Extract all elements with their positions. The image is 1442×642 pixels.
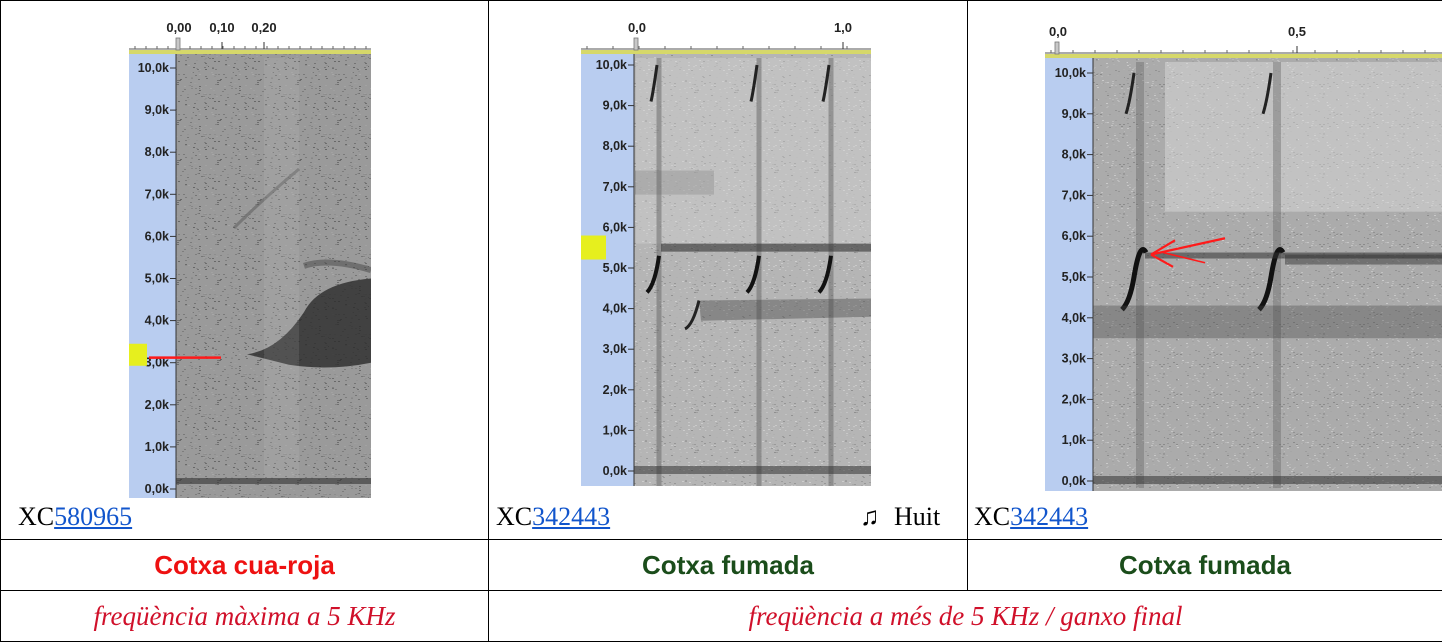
xc-link[interactable]: 342443 bbox=[1010, 502, 1089, 531]
xc-reference-3: XC342443 bbox=[974, 502, 1088, 532]
audio-label: Huit bbox=[894, 502, 941, 531]
audio-link[interactable]: ♫ Huit bbox=[860, 502, 940, 532]
species-name-cell-3: Cotxa fumada bbox=[967, 539, 1442, 591]
freq-tick-label: 10,0k bbox=[596, 58, 627, 72]
spectrogram-3: 0,0 0,5 10,0k 9,0k 8,0k 7,0k 6,0k 5,0k 4,0k 3,0k 2… bbox=[1045, 18, 1442, 491]
freq-tick-label: 7,0k bbox=[145, 187, 169, 201]
call-trace bbox=[247, 278, 371, 368]
species-name: Cotxa fumada bbox=[1119, 549, 1291, 580]
call-hook bbox=[1257, 246, 1286, 312]
time-tick-label: 1,0 bbox=[834, 20, 852, 35]
xc-prefix: XC bbox=[18, 502, 55, 531]
spectrogram-plot bbox=[1093, 58, 1442, 491]
spectrogram-cell-3: 0,0 0,5 10,0k 9,0k 8,0k 7,0k 6,0k 5,0k 4,0k 3,0k 2… bbox=[967, 0, 1442, 540]
xc-reference-1: XC580965 bbox=[18, 502, 132, 532]
freq-tick-label: 2,0k bbox=[145, 398, 169, 412]
freq-tick-label: 9,0k bbox=[145, 103, 169, 117]
xc-prefix: XC bbox=[974, 502, 1011, 531]
freq-tick-label: 5,0k bbox=[145, 272, 169, 286]
freq-tick-label: 10,0k bbox=[138, 61, 169, 75]
freq-tick-label: 5,0k bbox=[603, 261, 627, 275]
frequency-axis bbox=[129, 54, 176, 498]
time-ruler bbox=[581, 18, 871, 54]
spectrogram-cell-2: 0,0 1,0 10,0k 9,0k 8,0k 7,0k 6,0k 5,0k 4,0k 3,0k 2… bbox=[488, 0, 968, 540]
freq-tick-label: 8,0k bbox=[1062, 148, 1086, 162]
time-ruler bbox=[1045, 18, 1442, 58]
freq-tick-label: 3,0k bbox=[603, 342, 627, 356]
freq-tick-label: 8,0k bbox=[603, 139, 627, 153]
note-cell-left: freqüència màxima a 5 KHz bbox=[0, 590, 489, 642]
freq-tick-label: 6,0k bbox=[1062, 229, 1086, 243]
xc-prefix: XC bbox=[496, 502, 533, 531]
freq-tick-label: 7,0k bbox=[1062, 188, 1086, 202]
xc-reference-2: XC342443 bbox=[496, 502, 610, 532]
note-cell-right: freqüència a més de 5 KHz / ganxo final bbox=[488, 590, 1442, 642]
freq-tick-label: 4,0k bbox=[145, 314, 169, 328]
freq-tick-label: 2,0k bbox=[1062, 392, 1086, 406]
freq-tick-label: 10,0k bbox=[1055, 66, 1086, 80]
freq-tick-label: 4,0k bbox=[603, 302, 627, 316]
frequency-highlight bbox=[581, 235, 606, 260]
freq-tick-label: 7,0k bbox=[603, 180, 627, 194]
species-name-cell-1: Cotxa cua-roja bbox=[0, 539, 489, 591]
freq-tick-label: 1,0k bbox=[1062, 433, 1086, 447]
spectrogram-2: 0,0 1,0 10,0k 9,0k 8,0k 7,0k 6,0k 5,0k 4,0k 3,0k 2… bbox=[581, 18, 871, 486]
spectrogram-cell-1: 0,00 0,10 0,20 10,0k 9,0k 8,0k 7,0k 6,0k 5,0k 4,0… bbox=[0, 0, 489, 540]
call-hook bbox=[1120, 246, 1149, 312]
freq-tick-label: 9,0k bbox=[1062, 107, 1086, 121]
freq-tick-label: 3,0k bbox=[145, 356, 169, 370]
freq-tick-label: 6,0k bbox=[603, 220, 627, 234]
time-tick-label: 0,10 bbox=[209, 20, 234, 35]
freq-tick-label: 1,0k bbox=[603, 423, 627, 437]
spectrogram-1: 0,00 0,10 0,20 10,0k 9,0k 8,0k 7,0k 6,0k 5,0k 4,0… bbox=[129, 18, 371, 498]
freq-tick-label: 3,0k bbox=[1062, 352, 1086, 366]
freq-tick-label: 1,0k bbox=[145, 440, 169, 454]
freq-tick-label: 2,0k bbox=[603, 383, 627, 397]
call-hook bbox=[745, 255, 761, 294]
time-tick-label: 0,0 bbox=[628, 20, 646, 35]
species-name-cell-2: Cotxa fumada bbox=[488, 539, 968, 591]
call-hook bbox=[645, 255, 661, 294]
note-text: freqüència a més de 5 KHz / ganxo final bbox=[748, 600, 1183, 631]
freq-tick-label: 4,0k bbox=[1062, 311, 1086, 325]
time-tick-label: 0,0 bbox=[1049, 24, 1067, 39]
species-name: Cotxa cua-roja bbox=[154, 549, 335, 580]
music-note-icon: ♫ bbox=[860, 502, 880, 531]
freq-tick-label: 9,0k bbox=[603, 99, 627, 113]
frequency-axis bbox=[1045, 58, 1093, 491]
note-text: freqüència màxima a 5 KHz bbox=[93, 600, 396, 631]
freq-tick-label: 0,0k bbox=[603, 464, 627, 478]
time-tick-label: 0,20 bbox=[251, 20, 276, 35]
freq-tick-label: 6,0k bbox=[145, 229, 169, 243]
spectrogram-plot bbox=[176, 54, 371, 498]
frequency-highlight bbox=[129, 343, 147, 366]
time-tick-label: 0,00 bbox=[166, 20, 191, 35]
time-tick-label: 0,5 bbox=[1288, 24, 1306, 39]
time-ruler bbox=[129, 18, 371, 54]
freq-tick-label: 0,0k bbox=[145, 482, 169, 496]
freq-tick-label: 5,0k bbox=[1062, 270, 1086, 284]
frequency-axis bbox=[581, 54, 634, 486]
xc-link[interactable]: 580965 bbox=[54, 502, 133, 531]
call-hook bbox=[817, 255, 833, 294]
freq-tick-label: 8,0k bbox=[145, 145, 169, 159]
xc-link[interactable]: 342443 bbox=[532, 502, 611, 531]
freq-tick-label: 0,0k bbox=[1062, 474, 1086, 488]
species-name: Cotxa fumada bbox=[642, 549, 814, 580]
